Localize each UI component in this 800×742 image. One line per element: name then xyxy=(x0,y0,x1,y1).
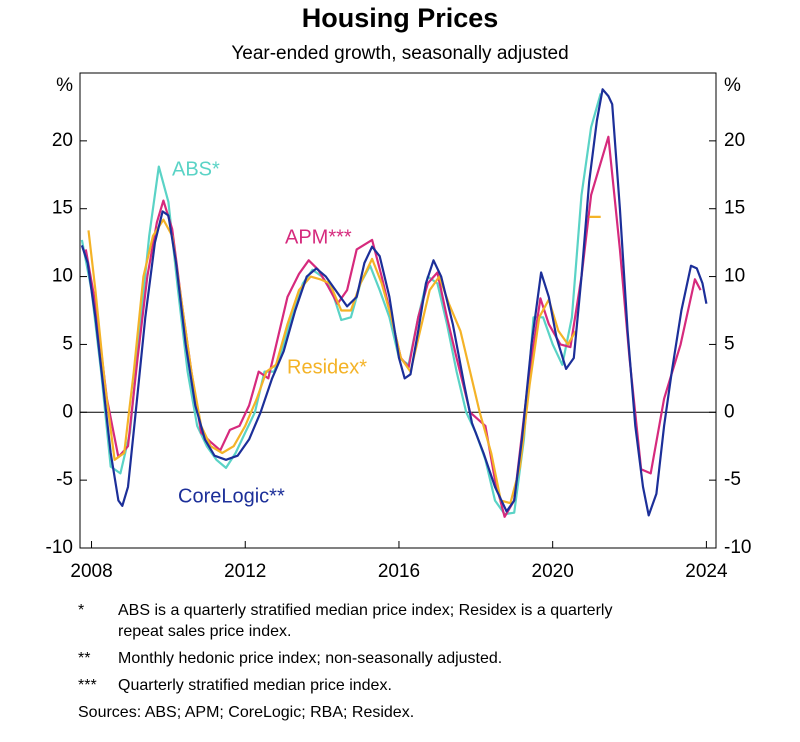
series-label: APM*** xyxy=(285,226,352,248)
y-tick-label: 20 xyxy=(52,130,73,151)
y2-tick-label: -10 xyxy=(724,537,751,558)
footnote-text: Quarterly stratified median price index. xyxy=(118,677,392,694)
chart-title: Housing Prices xyxy=(302,3,499,33)
footnote-text: repeat sales price index. xyxy=(118,623,291,640)
y-tick-label: 0 xyxy=(62,401,73,422)
series-line xyxy=(87,215,601,505)
footnote-marker: *** xyxy=(78,677,97,694)
y2-unit: % xyxy=(724,75,741,96)
y-tick-label: -10 xyxy=(46,537,73,558)
x-tick-label: 2008 xyxy=(70,561,112,582)
y2-tick-label: 10 xyxy=(724,266,745,287)
series-line xyxy=(80,93,602,516)
footnote-text: ABS is a quarterly stratified median pri… xyxy=(118,602,612,619)
sources: Sources: ABS; APM; CoreLogic; RBA; Resid… xyxy=(78,704,414,721)
x-tick-label: 2024 xyxy=(685,561,728,582)
series-line xyxy=(80,88,708,517)
x-tick-label: 2016 xyxy=(378,561,420,582)
y2-tick-label: 15 xyxy=(724,198,745,219)
plot-frame xyxy=(79,72,717,549)
y-unit: % xyxy=(56,75,73,96)
series-label: Residex* xyxy=(287,356,367,378)
series-label: ABS* xyxy=(172,158,220,180)
y-tick-label: 15 xyxy=(52,198,73,219)
y2-tick-label: 20 xyxy=(724,130,745,151)
y2-tick-label: 5 xyxy=(724,333,735,354)
x-tick-label: 2020 xyxy=(532,561,574,582)
series-label: CoreLogic** xyxy=(178,485,285,507)
footnote-marker: ** xyxy=(78,650,90,667)
y2-tick-label: 0 xyxy=(724,401,735,422)
y2-tick-label: -5 xyxy=(724,469,741,490)
y-tick-label: 5 xyxy=(62,333,73,354)
footnote-marker: * xyxy=(78,602,84,619)
y-tick-label: -5 xyxy=(56,469,73,490)
footnote-text: Monthly hedonic price index; non-seasona… xyxy=(118,650,502,667)
y-tick-label: 10 xyxy=(52,266,73,287)
x-tick-label: 2012 xyxy=(224,561,266,582)
chart-subtitle: Year-ended growth, seasonally adjusted xyxy=(231,43,568,64)
